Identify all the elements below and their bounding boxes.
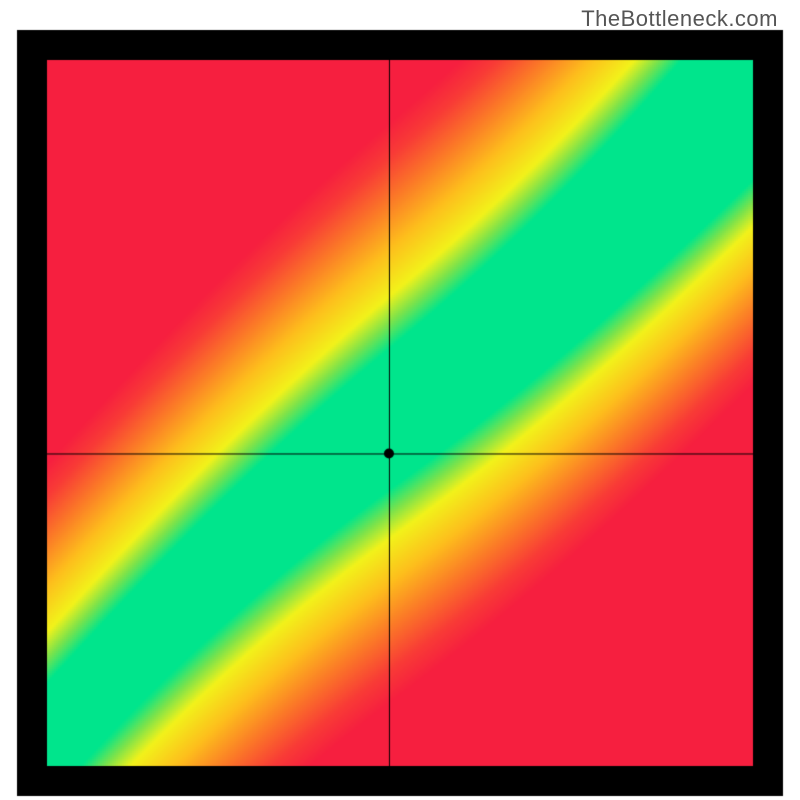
bottleneck-heatmap-canvas	[0, 0, 800, 800]
chart-container: TheBottleneck.com	[0, 0, 800, 800]
